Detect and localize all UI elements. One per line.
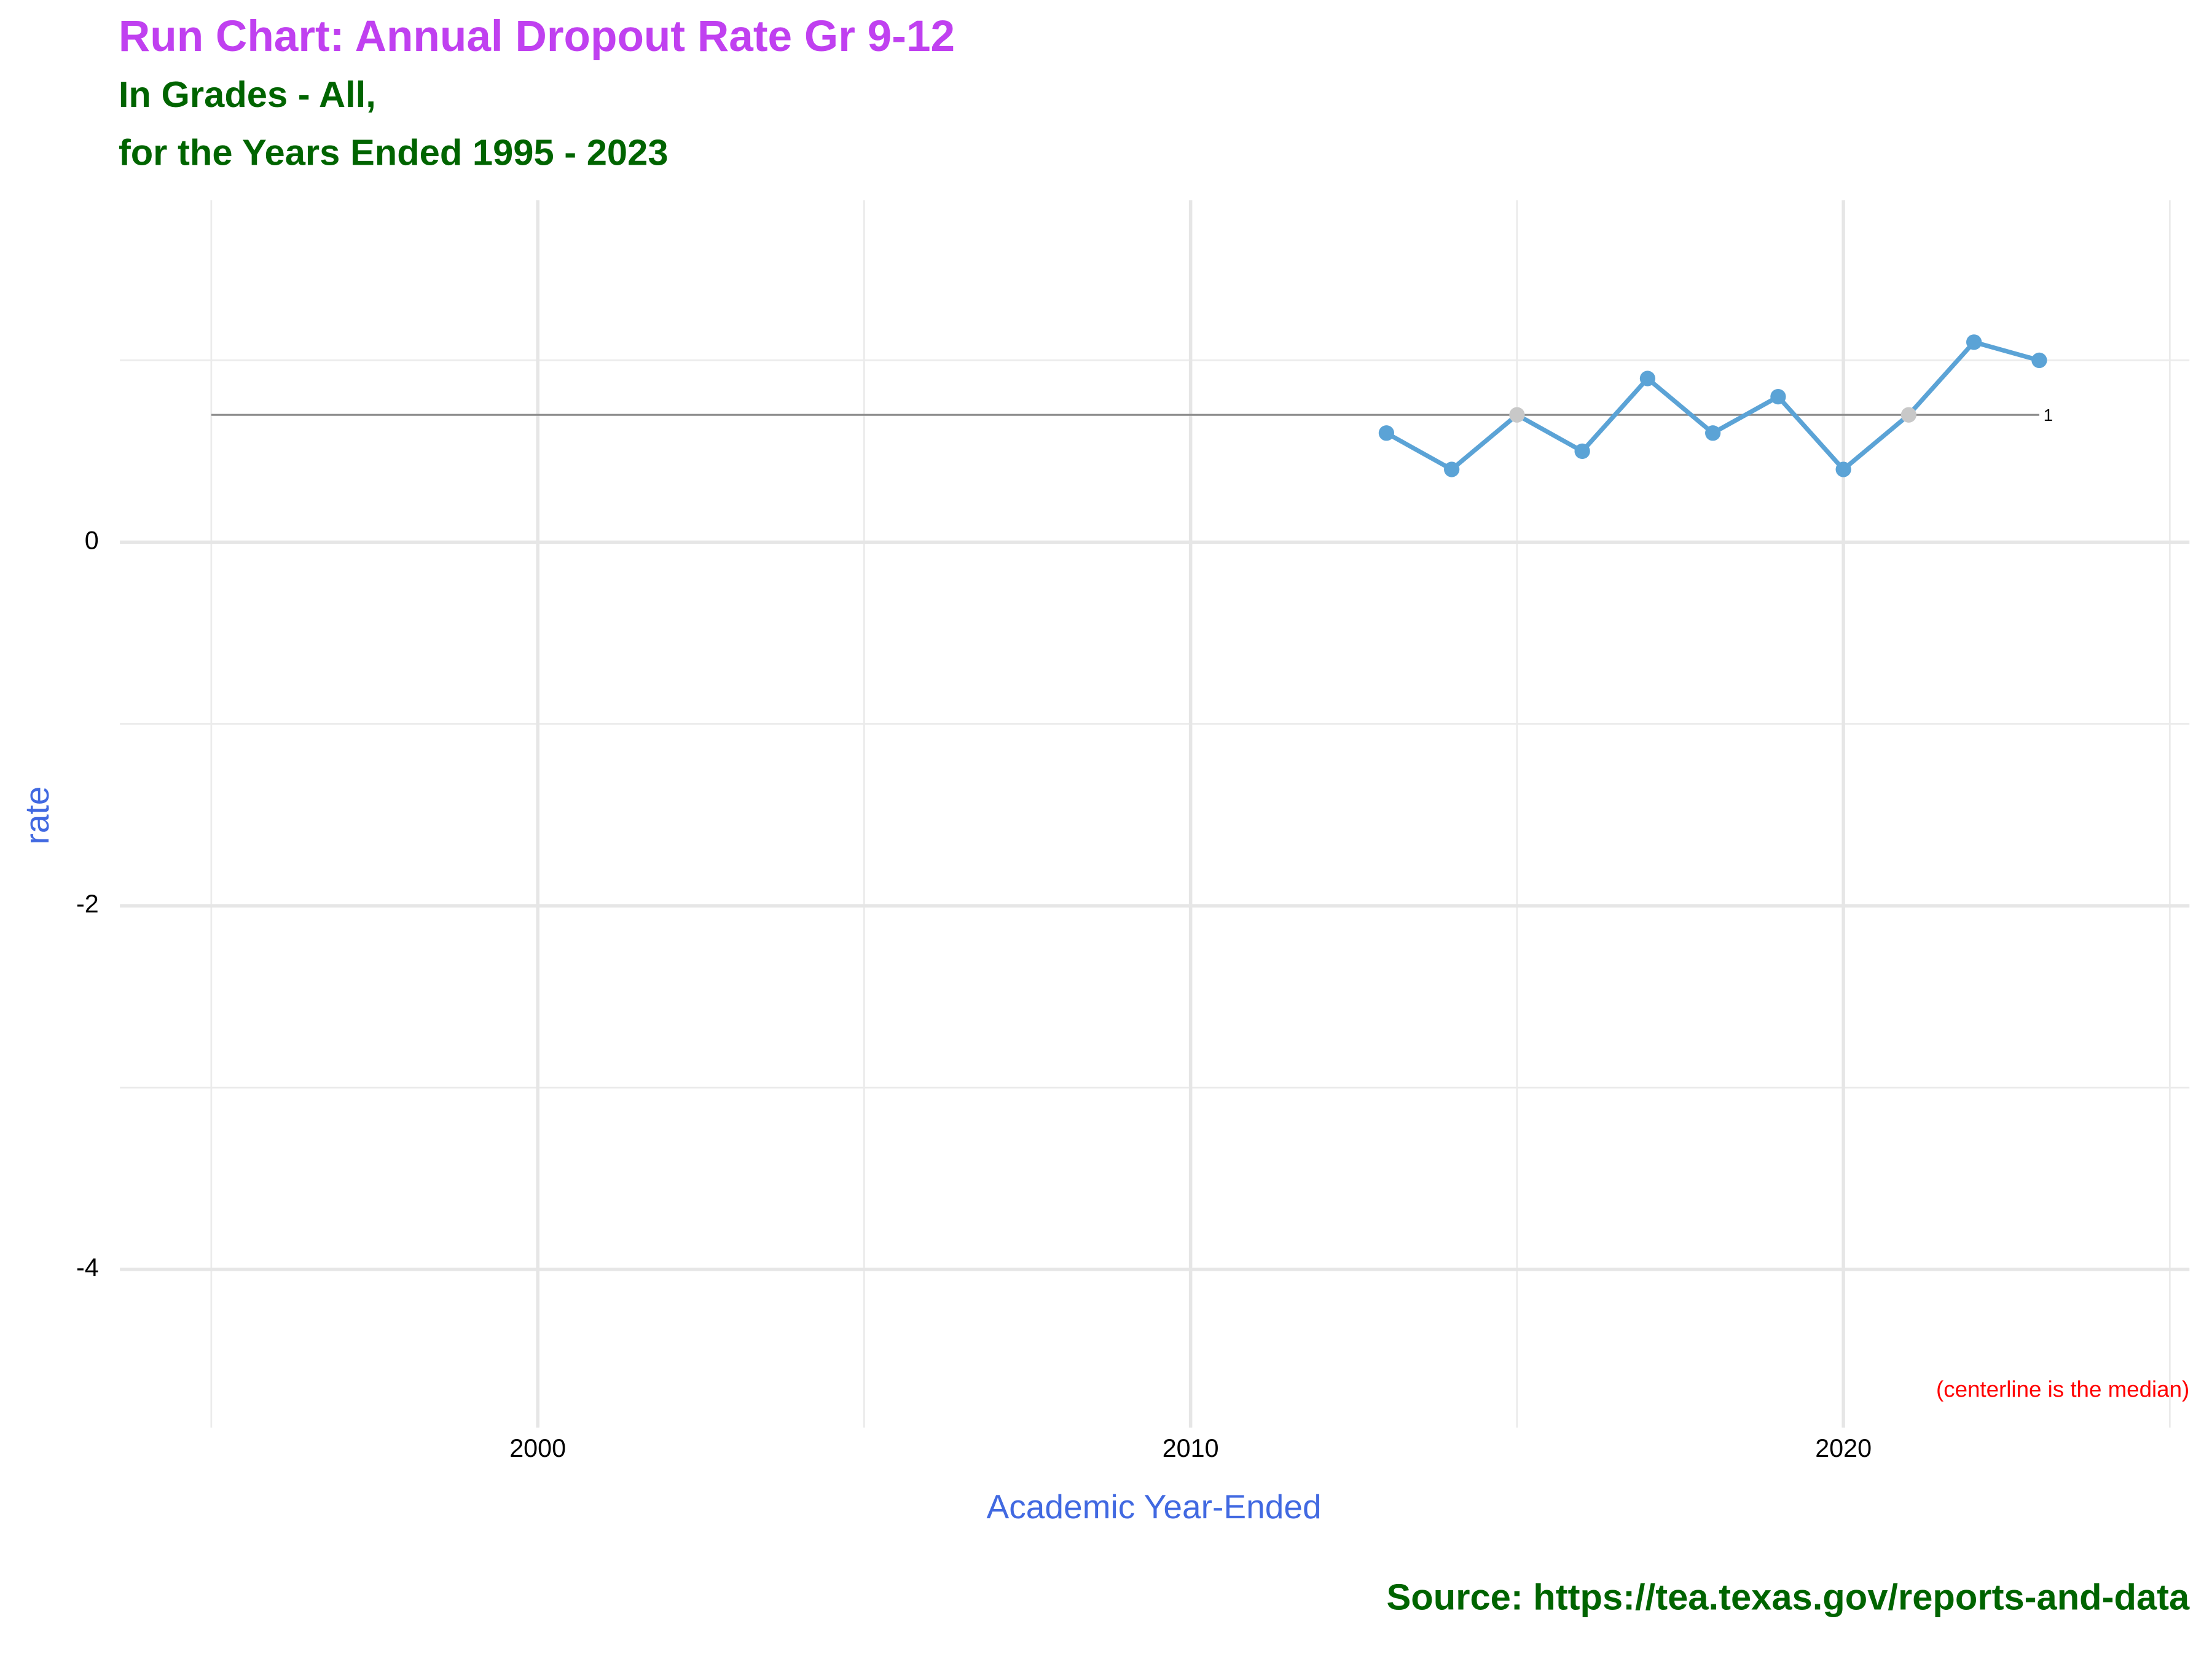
data-point bbox=[1705, 425, 1721, 441]
y-axis-label: rate bbox=[18, 786, 56, 845]
annotation: (centerline is the median) bbox=[1936, 1376, 2189, 1402]
chart-title: Run Chart: Annual Dropout Rate Gr 9-12 bbox=[119, 12, 955, 61]
y-tick-label: 0 bbox=[85, 526, 99, 554]
x-tick-label: 2010 bbox=[1163, 1434, 1219, 1462]
data-point bbox=[1639, 371, 1656, 386]
data-point bbox=[1835, 461, 1851, 477]
chart-subtitle: In Grades - All, bbox=[119, 74, 376, 115]
data-point bbox=[1378, 425, 1395, 441]
chart-subtitle: for the Years Ended 1995 - 2023 bbox=[119, 131, 669, 173]
data-point bbox=[1770, 388, 1786, 405]
series-line bbox=[1385, 340, 2040, 472]
caption: Source: https://tea.texas.gov/reports-an… bbox=[1387, 1576, 2190, 1617]
x-tick-label: 2020 bbox=[1815, 1434, 1872, 1462]
data-point bbox=[1900, 407, 1917, 423]
data-point bbox=[1966, 334, 1982, 350]
y-tick-label: -2 bbox=[76, 890, 99, 918]
data-point bbox=[1509, 407, 1525, 423]
data-point bbox=[1574, 443, 1590, 460]
y-tick-label: -4 bbox=[76, 1253, 99, 1282]
x-axis-label: Academic Year-Ended bbox=[986, 1488, 1321, 1526]
x-tick-label: 2000 bbox=[509, 1434, 566, 1462]
data-point bbox=[1444, 461, 1460, 477]
centerline-label: 1 bbox=[2044, 406, 2053, 425]
data-point bbox=[2031, 352, 2047, 369]
